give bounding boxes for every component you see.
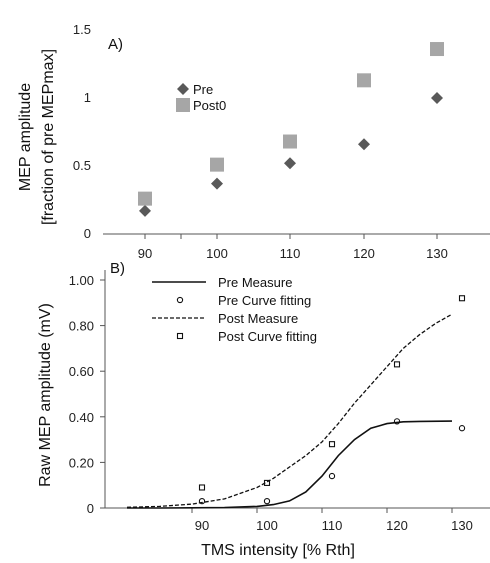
panel-b-point-pre-curve-fitting [198, 498, 206, 505]
panel-a-point-post0 [357, 73, 371, 88]
panel-a-point-pre [211, 177, 223, 190]
panel-a-x-tick-label: 100 [206, 246, 228, 261]
panel-a-y-tick-label: 0.5 [73, 158, 91, 173]
panel-a-legend-label: Post0 [193, 98, 226, 113]
panel-b-y-tick-label: 0.60 [69, 364, 94, 379]
panel-a-point-post0 [138, 191, 152, 206]
panel-b-x-tick-label: 130 [451, 518, 473, 533]
panel-b-y-tick-label: 0.20 [69, 455, 94, 470]
panel-a-scatter-chart: A) MEP amplitude [fraction of pre MEPmax… [17, 22, 490, 261]
panel-b-marks [198, 295, 466, 505]
panel-b-point-post-curve-fitting [328, 441, 336, 448]
panel-a-y-tick-label: 1 [84, 90, 91, 105]
panel-b-point-pre-curve-fitting [263, 498, 271, 505]
panel-b-legend: Pre Measure Pre Curve fitting Post Measure… [152, 275, 317, 344]
panel-b-series-pre-measure [127, 420, 453, 509]
panel-b-point-pre-curve-fitting [393, 418, 401, 425]
panel-b-label: B) [110, 260, 125, 277]
panel-a-point-pre [139, 204, 151, 217]
panel-a-label: A) [108, 36, 123, 53]
panel-a-point-post0 [430, 42, 444, 57]
panel-a-y-axis-label: MEP amplitude [17, 83, 34, 191]
panel-a-point-pre [431, 92, 443, 104]
panel-a-x-ticks: 90 100 110 120 130 [138, 234, 448, 261]
panel-b-x-tick-label: 90 [195, 518, 209, 533]
panel-b-legend-label: Pre Curve fitting [218, 293, 311, 308]
panel-b-point-post-curve-fitting [393, 361, 401, 368]
panel-a-x-tick-label: 130 [426, 246, 448, 261]
panel-a-point-pre [358, 138, 370, 151]
panel-b-y-ticks: 0 0.20 0.40 0.60 0.80 1.00 [69, 273, 105, 516]
panel-b-legend-marker-pre-curve-fitting [176, 296, 184, 304]
panel-b-line-chart: B) Raw MEP amplitude (mV) TMS intensity … [37, 260, 490, 559]
panel-a-y-tick-label: 0 [84, 226, 91, 241]
panel-b-point-pre-curve-fitting [328, 472, 336, 480]
panel-a-point-post0 [210, 157, 224, 172]
panel-b-y-tick-label: 0.80 [69, 319, 94, 334]
panel-a-x-tick-label: 120 [353, 246, 375, 261]
panel-b-point-post-curve-fitting [458, 295, 466, 302]
panel-b-y-tick-label: 1.00 [69, 273, 94, 288]
panel-b-legend-marker-post-curve-fitting [176, 332, 184, 340]
panel-a-point-pre [284, 157, 296, 170]
panel-a-marks [138, 42, 444, 217]
panel-a-y-ticks: 0 0.5 1 1.5 [73, 22, 91, 241]
panel-b-legend-label: Post Measure [218, 311, 298, 326]
panel-b-x-tick-label: 110 [322, 518, 343, 533]
panel-b-series-post-measure [126, 313, 453, 508]
panel-b-x-axis-label: TMS intensity [% Rth] [201, 542, 355, 559]
panel-b-x-tick-label: 120 [386, 518, 408, 533]
panel-b-point-post-curve-fitting [263, 479, 271, 486]
panel-a-legend-marker-post0 [176, 98, 190, 112]
panel-b-y-tick-label: 0 [87, 501, 94, 516]
panel-a-point-post0 [283, 134, 297, 149]
panel-b-legend-label: Pre Measure [218, 275, 292, 290]
panel-a-y-tick-label: 1.5 [73, 22, 91, 37]
panel-b-x-ticks: 90 100 110 120 130 [191, 508, 473, 533]
panel-b-x-tick-label: 100 [256, 518, 278, 533]
panel-a-y-axis-label-line2: [fraction of pre MEPmax] [40, 49, 57, 225]
panel-b-y-axis-label: Raw MEP amplitude (mV) [37, 303, 54, 487]
panel-b-y-tick-label: 0.40 [69, 410, 94, 425]
panel-b-legend-label: Post Curve fitting [218, 329, 317, 344]
panel-b-point-post-curve-fitting [198, 484, 206, 491]
panel-b-point-pre-curve-fitting [458, 425, 466, 432]
panel-a-legend-marker-pre [177, 83, 189, 95]
panel-a-x-tick-label: 110 [280, 246, 301, 261]
panel-a-legend-label: Pre [193, 82, 213, 97]
panel-a-x-tick-label: 90 [138, 246, 152, 261]
